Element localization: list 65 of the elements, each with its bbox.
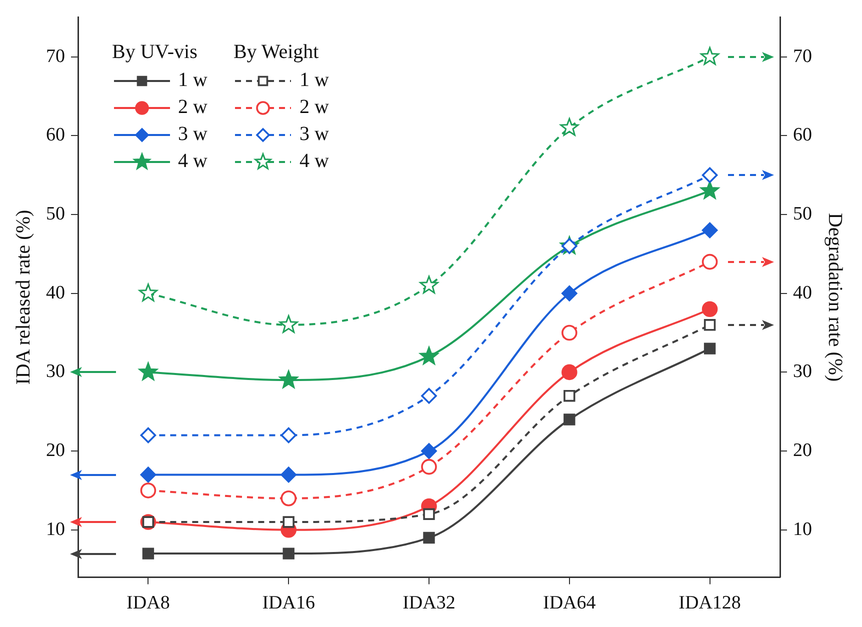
y2-tick-label: 50 <box>793 203 812 224</box>
x-tick-label: IDA8 <box>126 592 170 614</box>
x-tick-label: IDA128 <box>678 592 741 614</box>
point <box>420 276 438 294</box>
point <box>282 548 294 560</box>
y2-tick-label: 60 <box>793 124 812 146</box>
point <box>702 222 718 238</box>
annotation: By Weight <box>233 40 320 65</box>
point <box>140 427 156 444</box>
point <box>564 414 576 426</box>
x-tick-label: IDA16 <box>262 592 315 614</box>
legend-label: 3 w <box>299 123 329 146</box>
y2-tick-label: 70 <box>793 46 812 67</box>
legend-label: 2 w <box>178 96 208 120</box>
y2-tick-label: 10 <box>793 518 812 540</box>
point <box>423 508 435 520</box>
y2-tick-label: 30 <box>793 361 812 382</box>
point <box>421 443 437 459</box>
point <box>279 370 298 388</box>
point <box>423 532 435 544</box>
y-tick-label: 50 <box>46 203 65 224</box>
y2-tick-label: 20 <box>793 440 812 462</box>
point <box>702 167 718 183</box>
point <box>562 324 578 341</box>
y-tick-label: 20 <box>46 440 65 462</box>
y2-axis-title: Degradation rate (%) <box>824 212 846 382</box>
point <box>560 118 579 136</box>
point <box>700 47 720 65</box>
point <box>420 346 438 364</box>
point <box>140 466 156 483</box>
point <box>704 342 716 354</box>
point <box>704 319 716 331</box>
y2-tick-label: 40 <box>793 282 812 304</box>
legend-label: 1 w <box>178 69 208 92</box>
legend-label: 4 w <box>299 150 329 174</box>
legend-label: 1 w <box>299 69 329 92</box>
point <box>138 284 158 302</box>
legend-title: By UV-vis <box>112 40 198 65</box>
y-tick-label: 60 <box>46 124 65 146</box>
point <box>280 466 296 483</box>
point <box>564 390 576 402</box>
point <box>280 427 296 444</box>
y-tick-label: 10 <box>46 518 65 540</box>
point <box>700 181 720 199</box>
point <box>421 458 437 475</box>
point <box>280 490 296 506</box>
point <box>279 315 298 333</box>
point <box>562 364 578 380</box>
y-tick-label: 40 <box>46 282 65 304</box>
point <box>138 362 158 380</box>
point <box>702 254 718 270</box>
legend-label: 2 w <box>299 96 329 120</box>
y-tick-label: 30 <box>46 361 65 382</box>
y-tick-label: 70 <box>46 46 65 67</box>
point <box>421 388 437 404</box>
legend-label: 3 w <box>178 123 208 146</box>
x-tick-label: IDA32 <box>402 592 456 614</box>
x-tick-label: IDA64 <box>543 592 596 614</box>
point <box>562 285 578 302</box>
legend-label: 4 w <box>178 150 208 174</box>
y-axis-title: IDA released rate (%) <box>12 210 34 385</box>
point <box>140 482 156 498</box>
point <box>142 548 154 560</box>
point <box>702 301 718 318</box>
point <box>282 516 294 528</box>
